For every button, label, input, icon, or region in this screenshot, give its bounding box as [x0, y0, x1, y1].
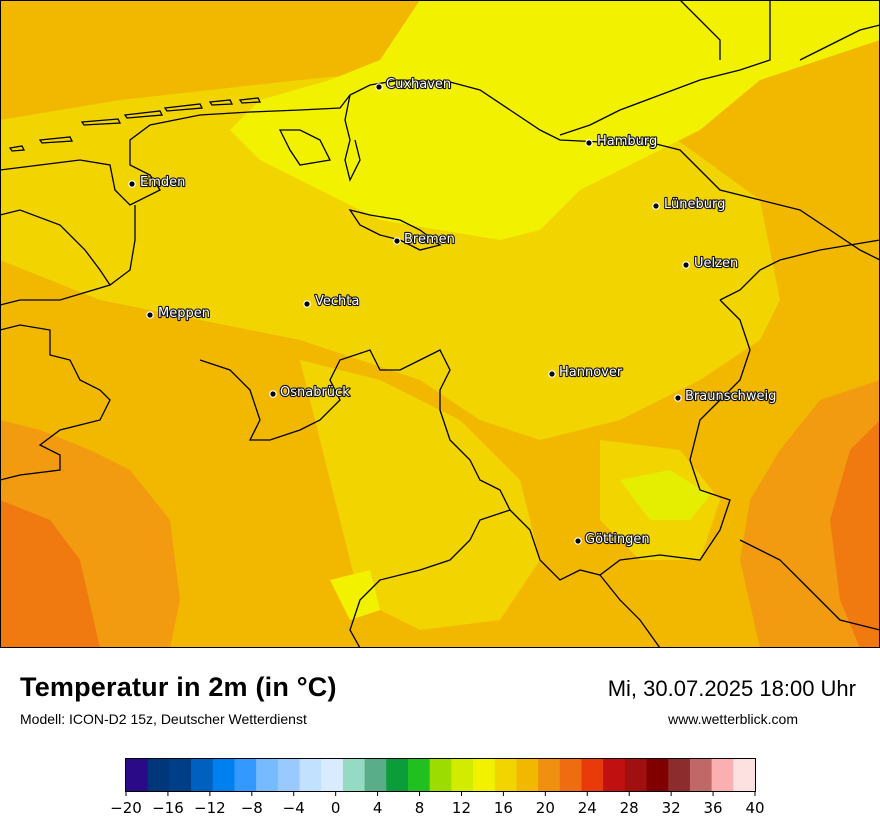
- legend-cell: [581, 759, 604, 791]
- legend-tick-label: −12: [194, 799, 226, 817]
- city-dot: [574, 537, 582, 545]
- legend-cell: [321, 759, 344, 791]
- borders: [0, 0, 880, 648]
- legend-ticks: −20 −16 −12 −8 −4 0 4 8 12 16 20 24 28 32 36 40: [110, 791, 765, 817]
- legend-cell: [407, 759, 431, 791]
- city-emden: Emden: [128, 174, 186, 191]
- city-dot: [682, 261, 690, 269]
- website-link[interactable]: www.wetterblick.com: [668, 711, 798, 727]
- legend-cell: [689, 759, 713, 791]
- city-label: Bremen: [404, 232, 455, 247]
- legend-cell: [429, 759, 452, 791]
- legend-frame: [125, 758, 756, 792]
- legend-tick-label: 40: [745, 799, 764, 817]
- legend-cell: [256, 759, 279, 791]
- legend-cell: [299, 759, 322, 791]
- legend-tick-label: −16: [152, 799, 184, 817]
- temperature-map: Cuxhaven Hamburg Emden Lüneburg Bremen U…: [0, 0, 880, 648]
- legend-tick-label: 28: [620, 799, 639, 817]
- legend-tick-label: 20: [536, 799, 555, 817]
- city-lueneburg: Lüneburg: [652, 196, 726, 213]
- city-dot: [674, 394, 682, 402]
- frisian-islands: [8, 97, 262, 152]
- city-meppen: Meppen: [146, 305, 211, 322]
- legend-tick-label: 36: [704, 799, 723, 817]
- city-vechta: Vechta: [303, 293, 360, 310]
- city-label: Meppen: [158, 306, 210, 321]
- city-label: Emden: [140, 175, 185, 190]
- legend-cell: [147, 759, 170, 791]
- city-goettingen: Göttingen: [574, 531, 651, 548]
- city-label: Braunschweig: [685, 389, 776, 404]
- city-dot: [548, 370, 556, 378]
- city-dot: [375, 83, 383, 91]
- forecast-datetime: Mi, 30.07.2025 18:00 Uhr: [607, 676, 856, 701]
- city-label: Göttingen: [585, 532, 650, 547]
- legend-cell: [277, 759, 301, 791]
- city-hannover: Hannover: [548, 364, 624, 381]
- city-osnabrueck: Osnabrück: [269, 384, 351, 401]
- legend-tick-label: 24: [578, 799, 597, 817]
- city-label: Hamburg: [597, 134, 657, 149]
- legend-cell: [191, 759, 214, 791]
- legend-cell: [451, 759, 474, 791]
- legend-cells: [126, 759, 756, 791]
- city-hamburg: Hamburg: [585, 133, 658, 150]
- legend-cell: [646, 759, 669, 791]
- map-title: Temperatur in 2m (in °C): [20, 672, 337, 702]
- legend-cell: [473, 759, 496, 791]
- city-label: Uelzen: [694, 256, 738, 271]
- legend-cell: [126, 759, 149, 791]
- legend-tick-label: 0: [331, 799, 341, 817]
- legend-tick-label: 16: [494, 799, 513, 817]
- city-label: Lüneburg: [664, 197, 725, 212]
- hot-zone-southeast: [830, 420, 880, 648]
- legend-cell: [342, 759, 366, 791]
- legend-tick-label: 32: [662, 799, 681, 817]
- legend-tick-label: −4: [283, 799, 305, 817]
- city-dot: [585, 139, 593, 147]
- cool-spot-south: [330, 570, 380, 620]
- legend-cell: [733, 759, 756, 791]
- legend-cell: [711, 759, 734, 791]
- city-dot: [652, 202, 660, 210]
- city-label: Osnabrück: [280, 385, 350, 400]
- city-dot: [146, 311, 154, 319]
- legend-tick-label: 12: [452, 799, 471, 817]
- city-label: Vechta: [315, 294, 359, 309]
- legend-cell: [668, 759, 691, 791]
- cool-zone-north: [230, 0, 880, 240]
- mild-zone-south: [300, 360, 540, 630]
- city-label: Hannover: [559, 365, 623, 380]
- legend-tick-label: −20: [110, 799, 142, 817]
- city-bremen: Bremen: [393, 231, 456, 248]
- color-legend: −20 −16 −12 −8 −4 0 4 8 12 16 20 24 28 32 36 40: [110, 758, 765, 817]
- legend-cell: [624, 759, 648, 791]
- legend-cell: [212, 759, 235, 791]
- legend-cell: [559, 759, 582, 791]
- city-dot: [269, 390, 277, 398]
- legend-cell: [516, 759, 539, 791]
- legend-tick-label: 8: [415, 799, 425, 817]
- legend-cell: [364, 759, 387, 791]
- legend-tick-label: 4: [373, 799, 383, 817]
- legend-cell: [386, 759, 409, 791]
- legend-cell: [603, 759, 626, 791]
- city-uelzen: Uelzen: [682, 255, 739, 272]
- legend-cell: [494, 759, 517, 791]
- model-credit: Modell: ICON-D2 15z, Deutscher Wetterdie…: [20, 711, 307, 727]
- city-cuxhaven: Cuxhaven: [375, 76, 452, 93]
- legend-cell: [169, 759, 192, 791]
- hot-zone-southwest: [0, 500, 100, 648]
- city-markers: Cuxhaven Hamburg Emden Lüneburg Bremen U…: [128, 76, 777, 548]
- city-dot: [128, 180, 136, 188]
- city-dot: [303, 300, 311, 308]
- city-dot: [393, 237, 401, 245]
- city-label: Cuxhaven: [386, 77, 451, 92]
- legend-tick-label: −8: [241, 799, 263, 817]
- legend-cell: [234, 759, 257, 791]
- legend-cell: [538, 759, 561, 791]
- city-braunschweig: Braunschweig: [674, 388, 777, 405]
- cool-spot-harz: [620, 470, 710, 520]
